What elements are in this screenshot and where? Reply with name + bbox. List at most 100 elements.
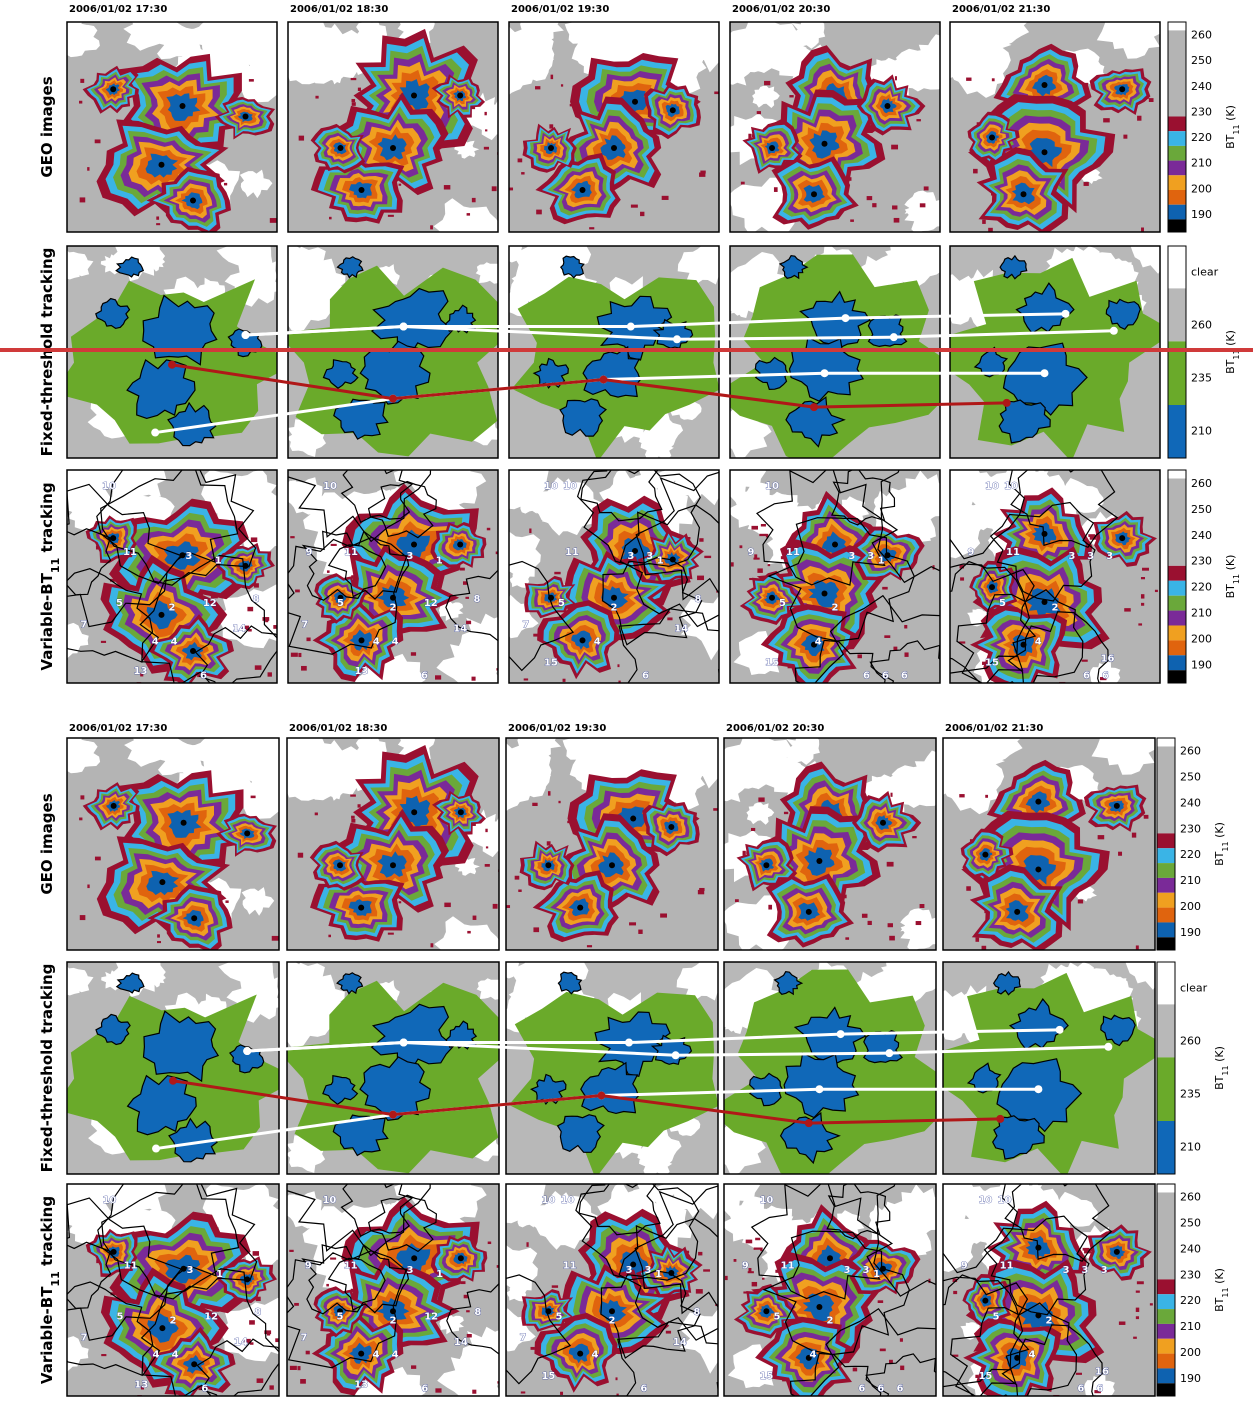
cloud-core: [411, 92, 417, 99]
speckle: [250, 795, 256, 799]
timestamp: 2006/01/02 19:30: [511, 4, 609, 15]
panel-border: [723, 737, 937, 951]
cell-label: 1: [216, 1269, 223, 1280]
cell-contour: [578, 1184, 661, 1236]
clear-patch: [752, 85, 780, 108]
image-panel: [950, 22, 1160, 232]
speckle: [330, 543, 337, 546]
speckle: [886, 861, 894, 867]
cell-label: 3: [843, 1265, 850, 1276]
speckle: [1082, 1247, 1090, 1251]
cell-contour: [96, 470, 239, 585]
speckle: [981, 945, 987, 950]
speckle: [546, 841, 551, 846]
speckle: [269, 218, 277, 223]
clear-patch: [789, 22, 826, 49]
speckle: [867, 920, 872, 926]
speckle: [398, 901, 402, 904]
speckle: [753, 1247, 761, 1250]
speckle: [1118, 1321, 1126, 1325]
colorbar-tick-label: 220: [1191, 131, 1212, 144]
cold-cloud: [370, 1003, 455, 1077]
cloud-core: [358, 1350, 365, 1357]
cell-label: 13: [134, 1379, 148, 1390]
colorbar-tick-label: clear: [1191, 265, 1219, 278]
cloud-core: [159, 879, 166, 886]
speckle: [444, 902, 451, 908]
cell-label: 9: [748, 547, 755, 558]
cold-cloud: [557, 971, 583, 995]
speckle: [466, 1310, 470, 1313]
cell-contour: [767, 517, 915, 642]
speckle: [351, 818, 356, 823]
panel-border: [949, 21, 1161, 233]
image-panel: [67, 246, 277, 458]
clear-patch: [677, 738, 718, 789]
clear-patch: [971, 738, 1023, 765]
panel-border: [66, 21, 278, 233]
speckle: [554, 571, 561, 575]
speckle: [783, 811, 789, 815]
cell-contour: [950, 1302, 1078, 1396]
track-point: [1002, 398, 1011, 407]
cell-label: 3: [627, 551, 634, 562]
speckle: [273, 625, 277, 629]
speckle: [198, 1387, 202, 1391]
speckle: [496, 668, 498, 671]
cell-label: 1: [655, 1269, 662, 1280]
cell-label: 11: [1006, 547, 1020, 558]
clear-patch: [67, 254, 94, 277]
colorbar-segment: [1157, 863, 1175, 878]
cell-label: 14: [454, 1337, 468, 1348]
cell-contour: [634, 1185, 718, 1315]
colorbar-border: [1156, 961, 1176, 1175]
cell-contour: [580, 470, 663, 522]
speckle: [700, 170, 706, 174]
clear-patch: [730, 405, 772, 458]
speckle: [485, 846, 489, 849]
panel-border: [66, 469, 278, 684]
row-label-sub: 11: [49, 1271, 62, 1286]
panel-border: [286, 737, 500, 951]
speckle: [387, 932, 394, 935]
cloud-core: [805, 1354, 812, 1361]
cloud-core: [1119, 86, 1126, 93]
speckle: [991, 78, 995, 82]
speckle: [665, 1330, 672, 1334]
panel-border: [66, 1183, 280, 1397]
clear-patch: [943, 990, 979, 1041]
cloud-core: [110, 535, 117, 542]
cloud-core: [1035, 798, 1042, 805]
speckle: [459, 567, 465, 571]
cell-label: 16: [1101, 653, 1115, 664]
track-point: [673, 335, 681, 344]
colorbar-segment: [1168, 246, 1186, 289]
cloud-core: [390, 145, 396, 151]
colorbar-segment: [1168, 341, 1186, 405]
speckle: [351, 815, 355, 819]
cell-label: 4: [373, 1350, 380, 1361]
cell-label: 9: [968, 547, 975, 558]
speckle: [789, 95, 794, 98]
cold-cloud: [862, 1030, 904, 1064]
speckle: [249, 1320, 255, 1325]
clear-patch: [1125, 962, 1155, 990]
unit-sub: 11: [1221, 1065, 1230, 1075]
unit-text: BT: [1213, 851, 1226, 866]
track-point: [243, 1047, 252, 1056]
speckle: [985, 794, 989, 798]
unit-sub: 11: [1221, 1287, 1230, 1297]
speckle: [753, 557, 760, 560]
speckle: [756, 111, 761, 115]
track-point: [241, 331, 250, 340]
colorbar-tick-label: 240: [1180, 1242, 1201, 1255]
speckle: [923, 186, 929, 191]
colorbar-segment: [1157, 746, 1175, 834]
speckle: [758, 797, 765, 802]
cell-label: 13: [134, 666, 148, 677]
clear-patch: [421, 470, 487, 509]
cell-contour: [67, 1241, 112, 1310]
cell-contour: [983, 1215, 1090, 1316]
speckle: [485, 828, 488, 833]
